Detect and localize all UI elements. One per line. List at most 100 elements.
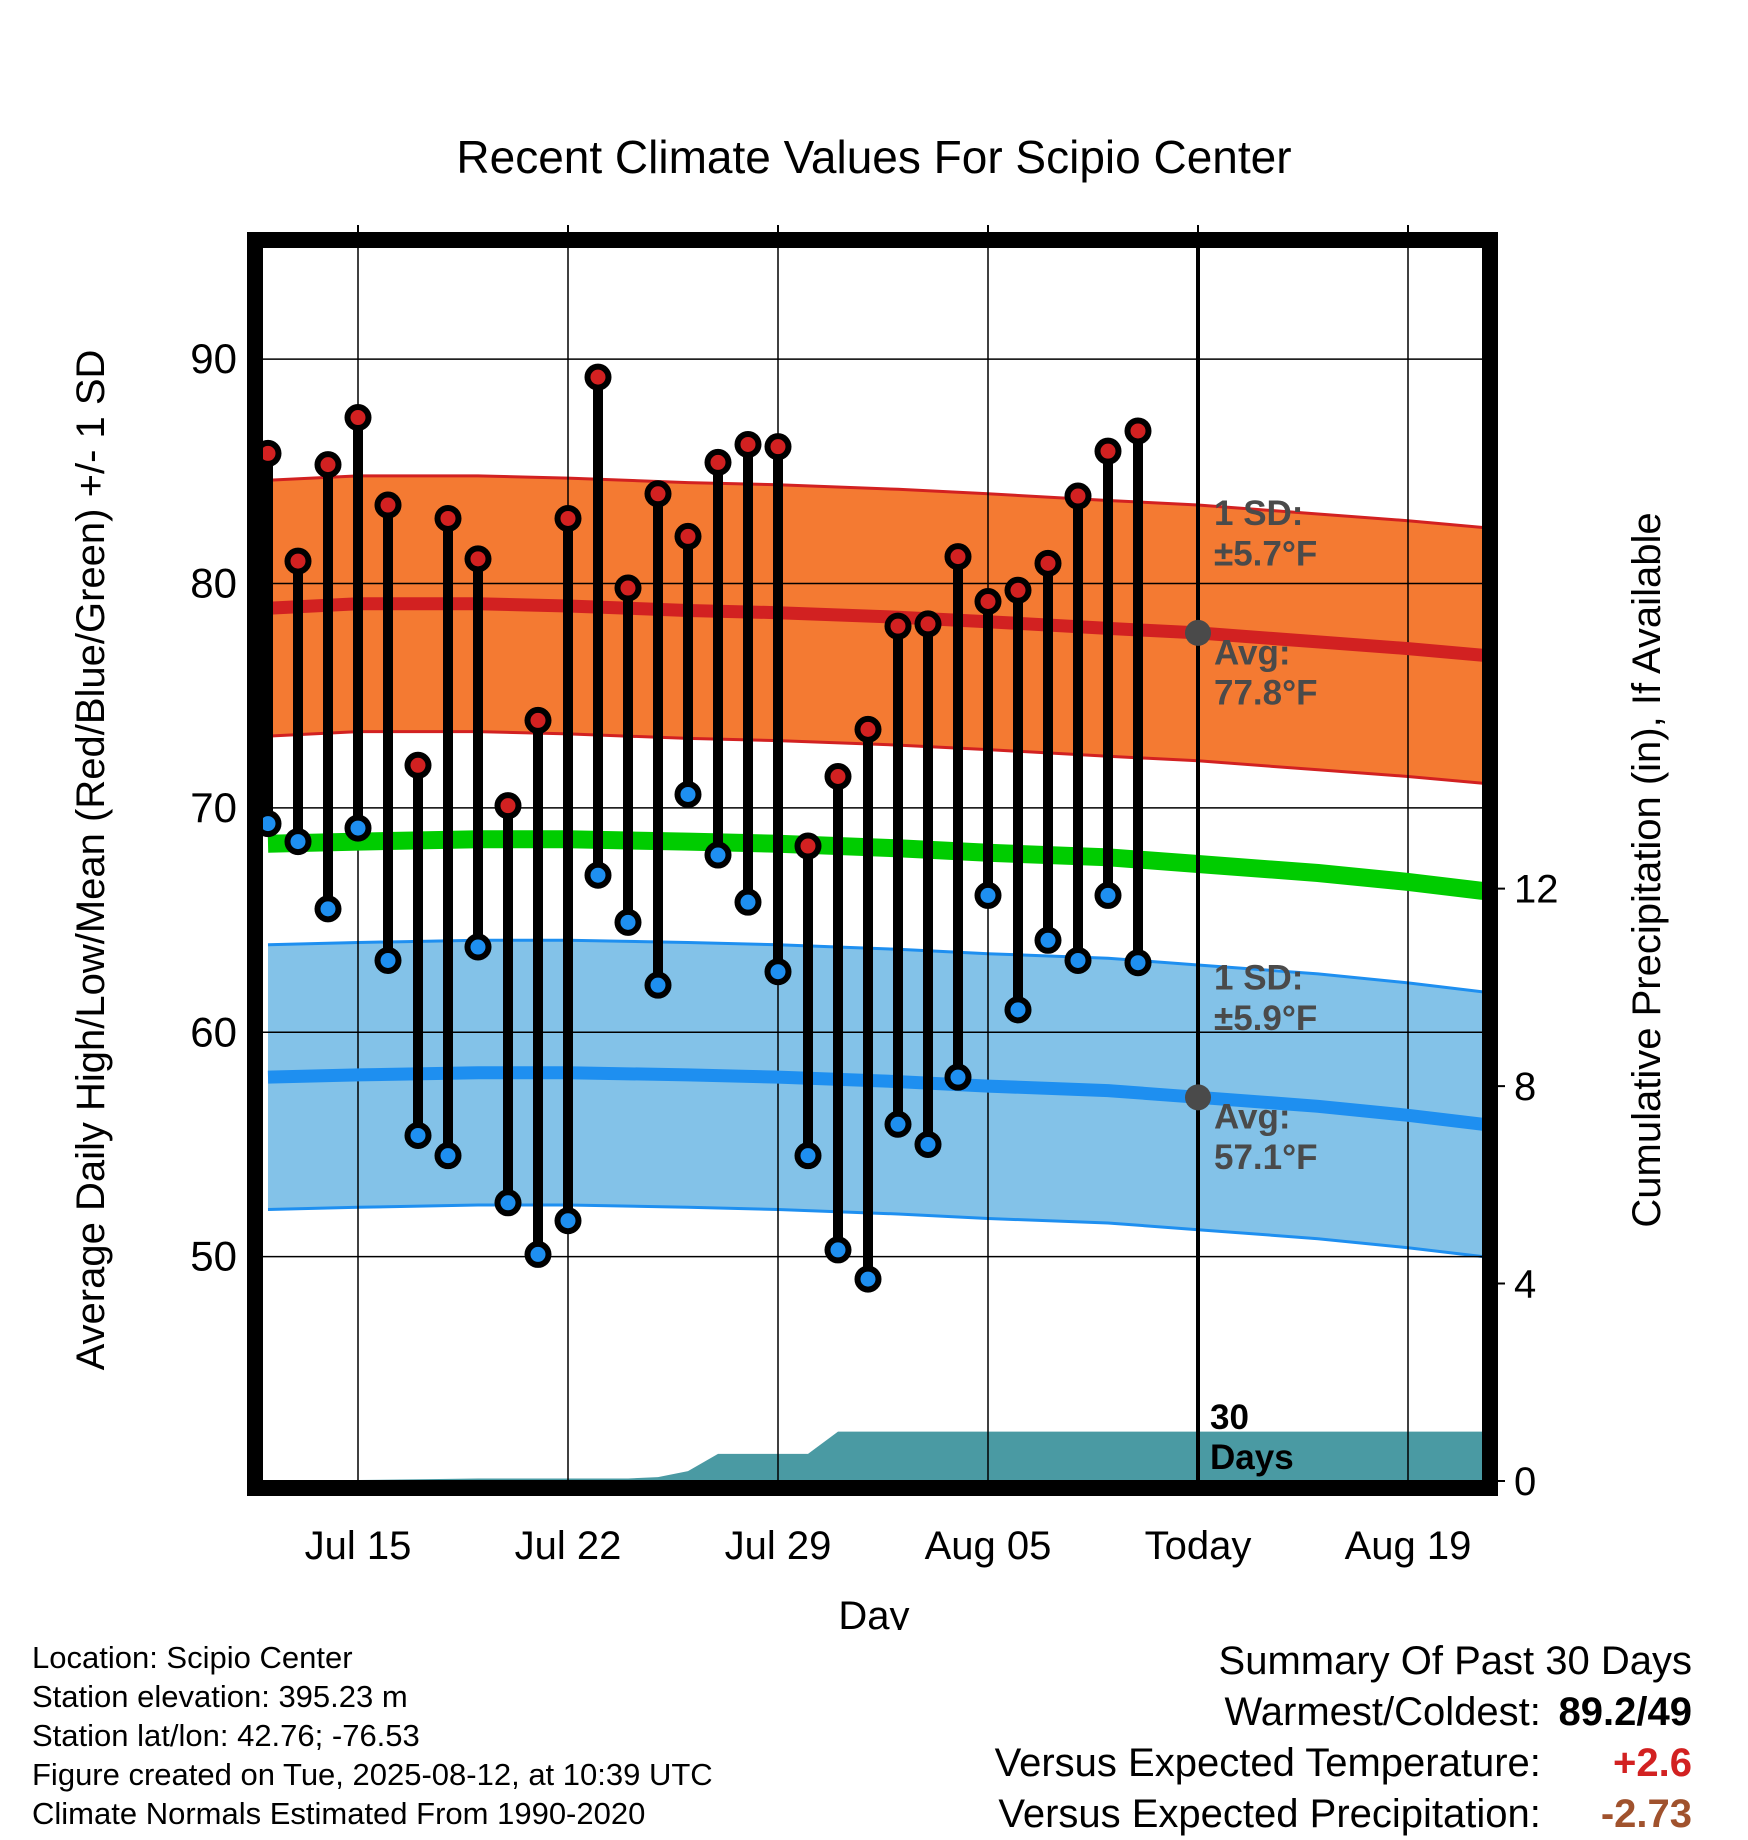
high-avg-value: 77.8°F [1214, 674, 1318, 713]
daily-low-point [344, 814, 372, 842]
daily-low-point [374, 946, 402, 974]
temp-label: Versus Expected Temperature: [994, 1741, 1541, 1785]
high-sd-value: ±5.7°F [1214, 535, 1317, 574]
daily-low-point [674, 780, 702, 808]
y2-tick-label-0: 0 [1514, 1460, 1536, 1504]
daily-low-point [734, 888, 762, 916]
station-location: Location: Scipio Center [32, 1640, 353, 1675]
daily-high-point [344, 404, 372, 432]
low-avg-label: Avg: [1214, 1098, 1290, 1137]
low-sd-lower-edge [267, 1203, 1483, 1259]
figure-created: Figure created on Tue, 2025-08-12, at 10… [32, 1757, 713, 1792]
daily-high-point [914, 610, 942, 638]
y2-tick-label-4: 4 [1514, 1263, 1536, 1307]
daily-low-point [464, 933, 492, 961]
daily-high-point [974, 587, 1002, 615]
daily-high-point [704, 448, 732, 476]
daily-low-point [824, 1236, 852, 1264]
station-info: Location: Scipio Center Station elevatio… [32, 1638, 713, 1833]
daily-low-point [584, 861, 612, 889]
daily-high-point [284, 547, 312, 575]
daily-high-point [584, 363, 612, 391]
x-tick-label-jul-22: Jul 22 [515, 1524, 622, 1568]
y2-tick-label-12: 12 [1514, 868, 1559, 912]
daily-low-point [644, 971, 672, 999]
daily-high-point [944, 543, 972, 571]
daily-low-point [944, 1063, 972, 1091]
daily-low-point [284, 828, 312, 856]
plot-frame [247, 232, 1498, 1496]
daily-high-point [824, 762, 852, 790]
cumulative-precip-area [268, 1431, 1483, 1481]
x-tick-label-jul-29: Jul 29 [725, 1524, 832, 1568]
daily-high-point [1064, 482, 1092, 510]
daily-low-point [764, 958, 792, 986]
y-axis-label: Average Daily High/Low/Mean (Red/Blue/Gr… [69, 350, 113, 1371]
daily-low-point [794, 1142, 822, 1170]
daily-high-point [524, 706, 552, 734]
daily-low-point [1124, 949, 1152, 977]
precip-label: Versus Expected Precipitation: [998, 1792, 1541, 1836]
climate-chart: Recent Climate Values For Scipio Center … [69, 131, 1669, 1630]
daily-high-point [794, 832, 822, 860]
daily-low-point [854, 1265, 882, 1293]
x-axis-label: Day [838, 1594, 909, 1630]
today-high-marker [1185, 619, 1211, 646]
station-latlon: Station lat/lon: 42.76; -76.53 [32, 1718, 420, 1753]
high-sd-label: 1 SD: [1214, 494, 1303, 533]
daily-high-point [374, 491, 402, 519]
y-tick-label-80: 80 [190, 560, 237, 607]
daily-low-point [884, 1110, 912, 1138]
daily-low-point [404, 1121, 432, 1149]
today-low-marker [1185, 1084, 1211, 1111]
daily-high-point [1094, 437, 1122, 465]
warmest-value: 89.2/49 [1558, 1690, 1692, 1734]
x-tick-label-aug-05: Aug 05 [925, 1524, 1052, 1568]
daily-high-point [554, 504, 582, 532]
daily-low-point [1004, 996, 1032, 1024]
daily-high-point [734, 430, 762, 458]
y2-tick-label-8: 8 [1514, 1065, 1536, 1109]
temp-value: +2.6 [1613, 1741, 1692, 1785]
chart-title: Recent Climate Values For Scipio Center [456, 131, 1291, 183]
low-sd-label: 1 SD: [1214, 959, 1303, 998]
daily-high-point [464, 545, 492, 573]
x-tick-label-aug-19: Aug 19 [1345, 1524, 1472, 1568]
daily-high-point [404, 751, 432, 779]
daily-low-point [1034, 926, 1062, 954]
daily-high-point [1124, 417, 1152, 445]
daily-high-point [314, 451, 342, 479]
y-tick-label-50: 50 [190, 1233, 237, 1280]
daily-low-point [524, 1240, 552, 1268]
daily-high-point [854, 715, 882, 743]
daily-high-point [614, 574, 642, 602]
y-tick-label-90: 90 [190, 335, 237, 382]
daily-high-point [764, 433, 792, 461]
daily-low-point [914, 1130, 942, 1158]
low-sd-value: ±5.9°F [1214, 999, 1317, 1038]
low-avg-value: 57.1°F [1214, 1138, 1318, 1177]
daily-low-point [614, 908, 642, 936]
daily-high-point [434, 504, 462, 532]
daily-high-point [1004, 576, 1032, 604]
daily-low-point [494, 1189, 522, 1217]
high-sd-upper-edge [267, 474, 1483, 529]
daily-low-point [1094, 881, 1122, 909]
warmest-label: Warmest/Coldest: [1224, 1690, 1541, 1734]
daily-high-point [884, 612, 912, 640]
x-tick-label-jul-15: Jul 15 [305, 1524, 412, 1568]
high-avg-label: Avg: [1214, 633, 1290, 672]
daily-high-point [674, 522, 702, 550]
y-tick-label-70: 70 [190, 784, 237, 831]
daily-low-point [554, 1207, 582, 1235]
summary-panel: Summary Of Past 30 Days Warmest/Coldest:… [995, 1636, 1692, 1840]
daily-low-point [974, 881, 1002, 909]
y2-axis-label: Cumulative Precipitation (in), If Availa… [1625, 512, 1669, 1227]
y-tick-label-60: 60 [190, 1008, 237, 1055]
window-label-days: Days [1210, 1438, 1294, 1477]
daily-high-point [644, 480, 672, 508]
window-label-number: 30 [1210, 1398, 1249, 1437]
summary-warmest-row: Warmest/Coldest: 89.2/49 [995, 1687, 1693, 1738]
daily-low-point [704, 841, 732, 869]
